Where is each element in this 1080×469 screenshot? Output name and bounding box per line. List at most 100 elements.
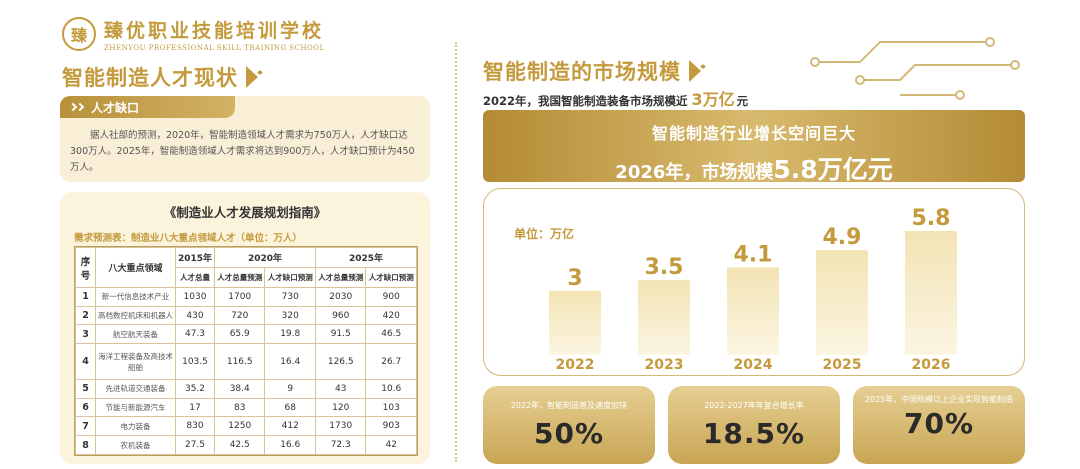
table-cell-v2015: 1030: [175, 287, 215, 307]
table-cell-v2020t: 42.5: [213, 435, 266, 455]
table-cell-v2025t: 960: [314, 305, 367, 326]
table-cell-v2025t: 43: [314, 379, 367, 399]
table-cell-seq: 3: [75, 324, 96, 345]
table-cell-v2025t: 2030: [314, 287, 367, 307]
table-cell-v2015: 27.5: [175, 435, 215, 455]
table-cell-v2025g: 103: [365, 397, 417, 418]
table-cell-v2020t: 65.9: [213, 324, 266, 345]
chevron-right-icon: [75, 102, 85, 112]
market-size-subtitle: 2022年，我国智能制造装备市场规模近 3万亿 元: [483, 86, 748, 110]
bar-value-label: 3.5: [645, 255, 684, 280]
table-cell-field: 海洋工程装备及高技术船舶: [95, 343, 176, 381]
table-cell-v2015: 103.5: [175, 343, 215, 381]
table-cell-field: 电力装备: [95, 416, 176, 437]
header-2015: 2015年: [175, 247, 215, 268]
header-gap-pred-2025: 人才缺口预测: [365, 267, 417, 288]
table-row: 2 高档数控机床和机器人 430 720 320 960 420: [75, 305, 417, 326]
talent-demand-table: 序号 八大重点领域 2015年 2020年 2025年 人才总量 人才总量预测 …: [75, 247, 418, 455]
circuit-decoration: [810, 37, 1020, 100]
table-cell-v2020g: 19.8: [264, 324, 316, 345]
table-cell-seq: 5: [75, 379, 96, 399]
table-cell-v2025g: 46.5: [365, 324, 417, 345]
header-2025: 2025年: [314, 247, 418, 268]
table-cell-seq: 1: [75, 287, 96, 307]
bar-value-label: 3: [567, 266, 582, 291]
left-section-title: 智能制造人才现状: [62, 62, 263, 92]
header-2020: 2020年: [213, 247, 316, 268]
table-cell-field: 先进轨道交通装备: [95, 379, 176, 399]
header-total-pred-2020: 人才总量预测: [213, 267, 266, 288]
table-cell-seq: 8: [75, 435, 96, 455]
table-cell-v2020g: 412: [264, 416, 316, 437]
bar-2025: [816, 250, 868, 355]
planning-guide-title: 《制造业人才发展规划指南》: [163, 205, 327, 220]
bar-2026: [905, 231, 957, 355]
table-row: 6 节能与新能源汽车 17 83 68 120 103: [75, 397, 417, 418]
market-sub-prefix: 2022年，我国智能制造装备市场规模近: [483, 94, 688, 108]
left-title-text: 智能制造人才现状: [62, 66, 238, 90]
talent-gap-box: 人才缺口 据人社部的预测，2020年，智能制造领域人才需求为750万人，人才缺口…: [60, 96, 430, 182]
banner-line2-value: 5.8万亿元: [773, 155, 893, 184]
school-logo: 臻 臻优职业技能培训学校 ZHENYOU PROFESSIONAL SKILL …: [62, 14, 325, 54]
talent-gap-tab: 人才缺口: [60, 96, 235, 118]
stat-label-1: 2022年，智能制造普及速度加快: [510, 401, 628, 410]
banner-line2: 2026年，市场规模 5.8万亿元: [483, 150, 1025, 186]
table-cell-field: 航空航天装备: [95, 324, 176, 345]
table-cell-v2015: 47.3: [175, 324, 215, 345]
category-label: 2023: [645, 357, 684, 373]
chart-unit-label: 单位：万亿: [514, 227, 575, 241]
table-row: 8 农机装备 27.5 42.5 16.6 72.3 42: [75, 435, 417, 455]
logo-name-cn: 臻优职业技能培训学校: [104, 20, 325, 42]
table-row: 5 先进轨道交通装备 35.2 38.4 9 43 10.6: [75, 379, 417, 399]
bar-value-label: 4.1: [734, 242, 773, 267]
table-cell-v2020g: 320: [264, 305, 316, 326]
stat-value-1: 50%: [533, 417, 605, 450]
bar-chart-svg: 3 2022 3.5 2023 4.1 2024 4.9 2025 5.8 2026: [549, 206, 957, 373]
stat-label-3: 2025年，中国规模以上企业实现智能制造: [864, 395, 1014, 404]
header-total-pred-2025: 人才总量预测: [314, 267, 367, 288]
table-cell-field: 高档数控机床和机器人: [95, 305, 176, 326]
talent-gap-body: 据人社部的预测，2020年，智能制造领域人才需求为750万人，人才缺口达300万…: [70, 130, 415, 173]
table-cell-v2025t: 72.3: [314, 435, 367, 455]
stat-label-2: 2022-2027年年复合增长率: [704, 401, 804, 410]
category-label: 2022: [556, 357, 595, 373]
table-row: 4 海洋工程装备及高技术船舶 103.5 116.5 16.4 126.5 26.7: [75, 343, 417, 381]
table-cell-v2025t: 91.5: [314, 324, 367, 345]
table-cell-v2020t: 83: [213, 397, 266, 418]
table-cell-v2020t: 720: [213, 305, 266, 326]
table-cell-v2025g: 10.6: [365, 379, 417, 399]
table-cell-seq: 2: [75, 305, 96, 326]
table-cell-v2015: 17: [175, 397, 215, 418]
market-sub-value: 3万亿: [691, 90, 735, 109]
table-cell-v2020g: 9: [264, 379, 316, 399]
banner-line1: 智能制造行业增长空间巨大: [651, 124, 856, 143]
table-cell-v2020g: 16.6: [264, 435, 316, 455]
table-cell-v2020t: 116.5: [213, 343, 266, 381]
arrows-icon: [246, 66, 263, 88]
table-cell-v2015: 430: [175, 305, 215, 326]
header-total-2015: 人才总量: [175, 267, 215, 288]
header-field: 八大重点领域: [95, 247, 176, 288]
table-cell-v2025g: 420: [365, 305, 417, 326]
category-label: 2024: [734, 357, 773, 373]
table-cell-seq: 7: [75, 416, 96, 437]
bar-2024: [727, 267, 779, 355]
table-cell-v2020t: 1700: [213, 287, 266, 307]
stat-card-3: 2025年，中国规模以上企业实现智能制造 70%: [853, 386, 1025, 464]
market-size-chart: 单位：万亿 3 2022 3.5 2023 4.1 2024 4.9 2025 5.8 2026: [483, 188, 1025, 376]
table-cell-v2025g: 900: [365, 287, 417, 307]
header-gap-pred-2020: 人才缺口预测: [264, 267, 316, 288]
table-cell-field: 新一代信息技术产业: [95, 287, 176, 307]
arrows-icon: [689, 60, 706, 82]
table-cell-field: 农机装备: [95, 435, 176, 455]
table-cell-v2015: 35.2: [175, 379, 215, 399]
header-seq: 序号: [75, 247, 96, 288]
table-cell-v2025g: 26.7: [365, 343, 417, 381]
table-cell-v2020t: 38.4: [213, 379, 266, 399]
stat-value-3: 70%: [903, 407, 975, 440]
stat-value-2: 18.5%: [702, 417, 806, 450]
stat-card-1: 2022年，智能制造普及速度加快 50%: [483, 386, 655, 464]
table-row: 3 航空航天装备 47.3 65.9 19.8 91.5 46.5: [75, 324, 417, 345]
bar-value-label: 4.9: [823, 225, 862, 250]
table-cell-seq: 4: [75, 343, 96, 381]
